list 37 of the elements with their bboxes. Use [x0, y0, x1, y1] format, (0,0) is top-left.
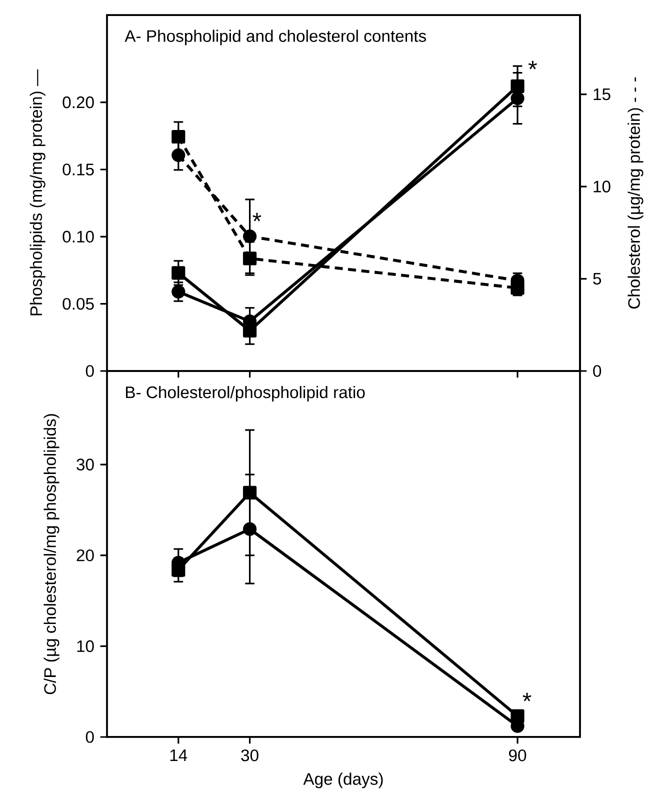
point	[172, 563, 186, 577]
y-tick-label: 0	[86, 365, 94, 377]
point	[510, 79, 524, 94]
y2-tick-label: 15	[594, 88, 610, 100]
point	[172, 266, 186, 280]
annotation: *	[528, 60, 537, 70]
y2-tick-label: 5	[593, 272, 602, 285]
point	[242, 230, 257, 244]
annotation: *	[522, 692, 532, 702]
point	[242, 252, 257, 266]
annotation: *	[252, 212, 262, 222]
x-tick-label: 30	[241, 749, 258, 762]
point	[242, 522, 257, 536]
x-axis-title: Age (days)	[303, 772, 383, 788]
y-tick-label: 0.10	[62, 230, 94, 243]
point	[172, 130, 186, 144]
y-tick-label: 30	[76, 458, 94, 470]
y2-tick-label: 10	[594, 180, 610, 192]
x-tick-label: 90	[509, 749, 526, 762]
y-tick-label: 0.05	[62, 298, 94, 310]
y-tick-label: 0	[86, 731, 94, 743]
point	[510, 709, 524, 723]
y-tick-label: 20	[76, 549, 94, 562]
y2-tick-label: 0	[593, 365, 602, 377]
x-tick-label: 14	[170, 749, 188, 761]
point	[510, 91, 524, 106]
y-axis-title: C/P (µg cholesterol/mg phospholipids)	[44, 414, 60, 694]
y-tick-label: 0.15	[62, 164, 94, 176]
y-axis-title: Phospholipids (mg/mg protein) —	[30, 69, 46, 316]
text: A- Phospholipid and cholesterol contents	[124, 30, 426, 46]
y-tick-label: 10	[77, 640, 94, 652]
point	[242, 486, 257, 500]
text: B- Cholesterol/phospholipid ratio	[126, 386, 365, 402]
point	[172, 284, 186, 299]
point	[172, 148, 186, 162]
y2-axis-title: Cholesterol (µg/mg protein) - - -	[628, 77, 644, 309]
y-tick-label: 0.20	[62, 96, 94, 108]
